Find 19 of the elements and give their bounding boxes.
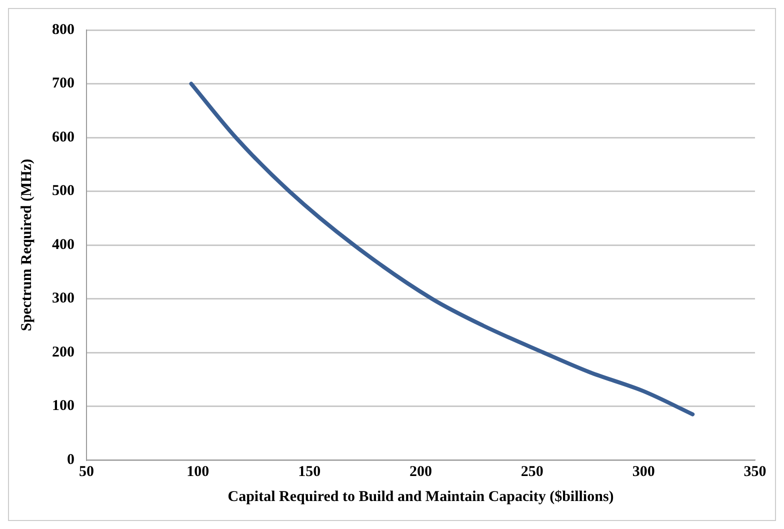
x-axis-title: Capital Required to Build and Maintain Capacity ($billions) (228, 488, 614, 505)
x-tick-label: 200 (410, 464, 432, 480)
y-tick-label: 400 (52, 236, 74, 253)
y-tick-label: 200 (52, 344, 74, 360)
x-tick-label: 250 (520, 464, 544, 480)
y-tick-label: 300 (52, 290, 74, 307)
y-tick-label: 500 (52, 183, 74, 200)
y-axis-title: Spectrum Required (MHz) (18, 158, 35, 332)
x-tick-label: 350 (744, 464, 766, 480)
y-tick-label: 800 (52, 22, 74, 38)
y-tick-label: 700 (52, 76, 74, 92)
x-tick-label: 300 (632, 464, 655, 480)
x-tick-label: 50 (79, 464, 94, 480)
y-tick-label: 600 (52, 129, 74, 146)
x-tick-label: 150 (298, 464, 321, 480)
y-tick-label: 0 (67, 452, 74, 468)
y-tick-label: 100 (52, 398, 74, 414)
line-series (189, 82, 695, 416)
x-tick-label: 100 (186, 464, 210, 480)
